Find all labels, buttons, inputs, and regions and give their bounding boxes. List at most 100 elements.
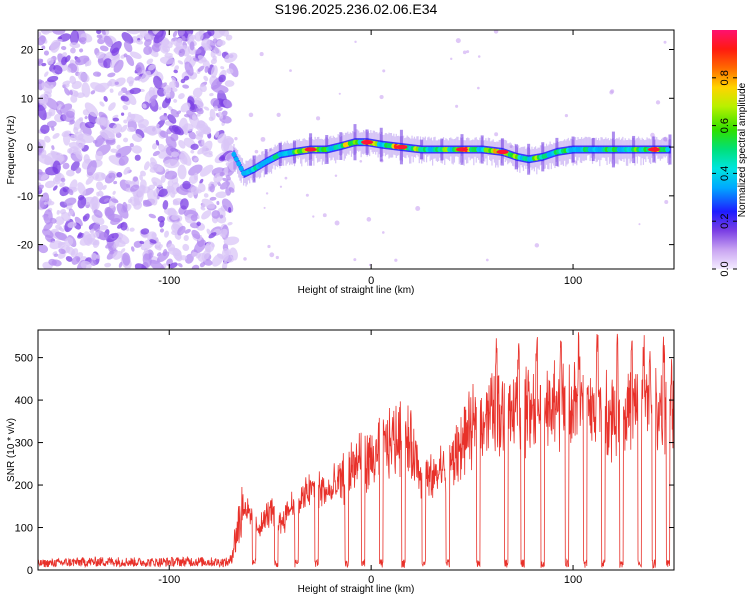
noise-speck — [193, 172, 198, 181]
noise-speck — [38, 244, 49, 254]
noise-speck — [509, 145, 513, 149]
noise-speck — [103, 35, 114, 48]
noise-speck — [65, 256, 73, 262]
ridge-peak — [395, 144, 408, 150]
snr-line — [38, 332, 674, 570]
noise-speck — [130, 51, 142, 60]
noise-speck — [50, 39, 60, 53]
noise-speck — [116, 171, 123, 178]
noise-speck — [115, 145, 132, 158]
noise-speck — [182, 84, 190, 89]
noise-speck — [200, 206, 206, 211]
noise-speck — [165, 136, 177, 149]
noise-speck — [204, 65, 209, 73]
noise-speck — [41, 82, 52, 95]
noise-speck — [211, 84, 229, 94]
noise-speck — [78, 37, 87, 43]
noise-speck — [43, 201, 48, 205]
noise-speck — [85, 61, 90, 67]
noise-speck — [109, 250, 115, 255]
ridge-core — [236, 161, 242, 167]
noise-speck — [275, 255, 279, 260]
noise-speck — [199, 178, 204, 184]
ridge-band — [239, 162, 241, 171]
noise-speck — [41, 149, 47, 159]
noise-speck — [366, 217, 372, 222]
noise-speck — [52, 132, 60, 139]
noise-speck — [105, 242, 114, 249]
noise-speck — [534, 243, 540, 248]
noise-speck — [173, 99, 178, 103]
noise-speck — [96, 191, 100, 197]
noise-speck — [166, 185, 172, 193]
noise-speck — [382, 231, 385, 234]
noise-speck — [466, 50, 470, 54]
noise-speck — [38, 169, 43, 175]
noise-speck — [52, 185, 58, 191]
ridge-core — [231, 151, 237, 157]
noise-speck — [220, 66, 225, 70]
noise-speck — [129, 184, 140, 192]
noise-speck — [338, 92, 341, 95]
noise-speck — [222, 99, 233, 108]
noise-speck — [215, 191, 227, 199]
noise-speck — [198, 107, 203, 112]
noise-speck — [177, 60, 184, 65]
noise-speck — [485, 258, 489, 262]
noise-speck — [210, 97, 220, 107]
noise-speck — [38, 184, 44, 192]
noise-speck — [164, 170, 178, 180]
noise-speck — [40, 173, 49, 181]
noise-speck — [450, 57, 453, 61]
noise-speck — [219, 228, 228, 237]
noise-speck — [188, 131, 197, 140]
noise-speck — [78, 142, 85, 149]
noise-speck — [194, 31, 204, 42]
noise-speck — [51, 126, 55, 131]
y-tick-label: -20 — [17, 240, 33, 252]
noise-speck — [354, 40, 357, 44]
noise-speck — [212, 38, 218, 44]
spectrogram-x-label: Height of straight line (km) — [298, 285, 415, 296]
colorbar-tick-label: 0.2 — [719, 214, 731, 229]
noise-speck — [46, 200, 55, 206]
noise-speck — [113, 240, 120, 249]
noise-speck — [123, 119, 128, 124]
colorbar-ticks: 0.0 0.2 0.4 0.6 0.8 — [712, 70, 737, 277]
noise-speck — [134, 190, 144, 205]
noise-speck — [43, 71, 49, 77]
noise-speck — [224, 52, 238, 63]
noise-speck — [269, 252, 275, 258]
noise-speck — [122, 252, 131, 266]
noise-speck — [90, 252, 98, 261]
snr-frame — [37, 329, 675, 571]
noise-speck — [46, 120, 57, 128]
noise-speck — [218, 107, 223, 112]
noise-speck — [184, 253, 194, 264]
noise-speck — [90, 259, 97, 266]
noise-speck — [177, 225, 186, 236]
noise-speck — [49, 240, 63, 250]
noise-speck — [73, 126, 79, 135]
noise-speck — [72, 148, 82, 155]
noise-speck — [197, 146, 207, 155]
noise-speck — [69, 47, 76, 54]
noise-speck — [228, 187, 235, 193]
chart-title: S196.2025.236.02.06.E34 — [274, 1, 438, 17]
noise-speck — [180, 198, 189, 210]
noise-speck — [112, 190, 116, 195]
noise-speck — [322, 213, 327, 218]
y-tick-label: 200 — [15, 480, 33, 492]
noise-speck — [77, 182, 87, 196]
noise-speck — [219, 181, 230, 190]
noise-speck — [84, 102, 99, 117]
x-tick-label: 100 — [564, 574, 582, 586]
noise-speck — [104, 262, 112, 268]
noise-speck — [214, 130, 220, 138]
y-tick-label: 300 — [15, 438, 33, 450]
noise-speck — [455, 38, 461, 44]
noise-speck — [95, 117, 107, 126]
noise-speck — [167, 243, 176, 252]
noise-speck — [154, 241, 161, 249]
